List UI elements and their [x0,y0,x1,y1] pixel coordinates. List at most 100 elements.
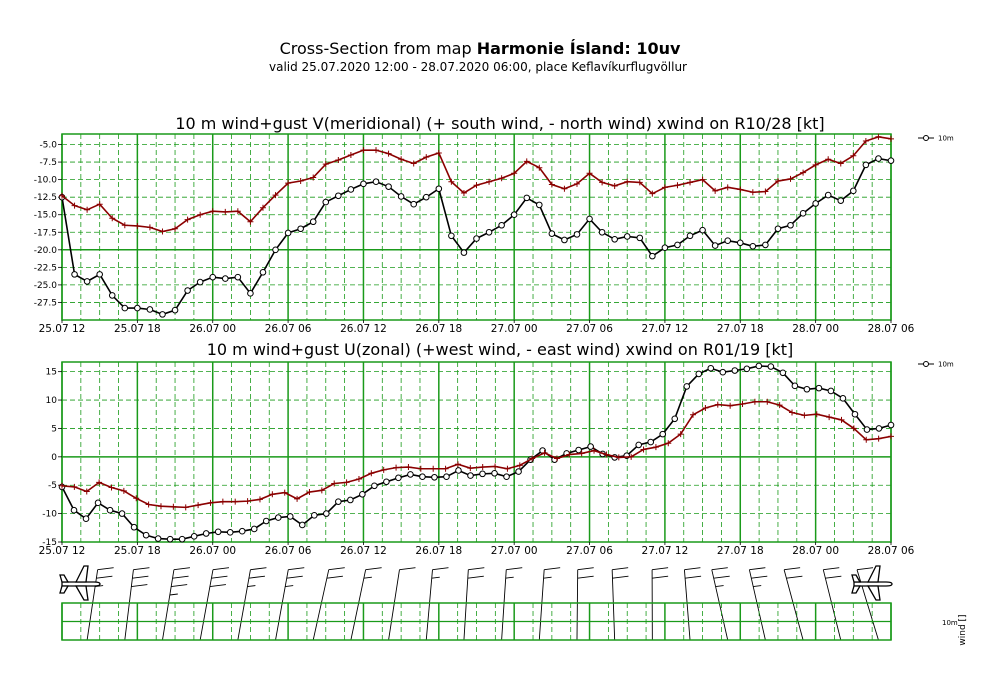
point-10m [473,235,480,242]
wind-barb [162,567,190,641]
legend-marker-10m [923,361,929,367]
x-tick-label: 26.07 00 [189,545,236,557]
point-gust [636,179,643,186]
y-tick-label: -27.5 [34,298,57,308]
point-10m [322,198,330,206]
point-gust [578,450,585,457]
point-10m [70,506,78,514]
point-gust [244,498,251,505]
x-tick-label: 27.07 00 [491,545,538,557]
point-gust [702,404,709,411]
point-gust [195,502,202,509]
y-tick-label: -12.5 [34,193,57,203]
wind-barb [538,567,561,641]
point-10m [743,365,751,373]
point-gust [423,154,430,161]
point-10m [575,446,582,454]
point-10m [214,528,222,536]
point-gust [498,175,505,182]
figure-subtitle: valid 25.07.2020 12:00 - 28.07.2020 06:0… [269,60,687,74]
point-10m [695,370,703,378]
point-10m [108,292,116,299]
point-10m [767,363,775,370]
point-10m [323,510,330,517]
point-gust [862,138,869,145]
point-gust [529,455,536,462]
point-10m [749,243,757,250]
panel-v-legend: 10m [918,135,954,143]
point-10m [142,531,150,539]
point-gust [516,462,523,469]
point-gust [84,206,91,213]
x-tick-label: 25.07 12 [39,545,86,557]
point-10m [422,193,430,201]
wind-barb [425,567,449,641]
point-10m [887,157,895,164]
point-10m [309,218,317,226]
point-10m [347,496,354,504]
legend-label-10m: 10m [938,361,954,369]
point-10m [407,471,414,478]
x-tick-label: 28.07 00 [792,323,839,335]
point-gust [561,185,568,192]
point-10m [661,244,669,252]
point-10m [548,230,556,237]
panel-v-title: 10 m wind+gust V(meridional) (+ south wi… [175,114,824,133]
point-10m [711,242,719,249]
point-gust [83,488,90,495]
point-10m [803,385,811,393]
point-gust [611,182,618,189]
point-10m [106,506,114,514]
point-gust [417,465,424,472]
point-gust [875,133,882,140]
wind-barb [576,567,594,641]
wind-barb [501,567,523,641]
point-gust [492,463,499,470]
point-10m [121,304,129,312]
point-10m [71,271,78,278]
point-gust [888,135,894,142]
y-tick-label: -22.5 [34,263,57,273]
point-10m [485,228,493,236]
point-10m [226,529,234,536]
y-tick-label: -15 [42,538,57,548]
point-gust [96,201,103,208]
x-tick-label: 27.07 00 [491,323,538,335]
point-gust [850,152,857,159]
point-10m [460,249,468,256]
point-10m [755,362,763,370]
point-gust [120,487,127,494]
point-gust [665,440,672,447]
point-gust [318,487,325,494]
point-10m [154,535,162,542]
point-10m [724,237,732,244]
point-gust [751,398,758,405]
x-tick-label: 28.07 06 [868,545,915,557]
point-gust [599,179,606,186]
point-gust [96,479,103,486]
x-tick-label: 28.07 00 [792,545,839,557]
wind-barb [350,567,382,641]
point-gust [108,484,115,491]
point-gust [285,180,292,187]
point-10m [827,387,835,395]
point-10m [286,513,294,520]
point-10m [359,491,366,498]
point-gust [59,482,65,489]
point-10m [82,515,90,523]
point-10m [335,498,342,505]
wind-barb [651,567,669,641]
point-gust [649,190,656,197]
point-gust [134,222,141,229]
x-tick-label: 25.07 18 [114,545,161,557]
point-gust [331,480,338,487]
point-10m [503,473,510,481]
x-tick-label: 27.07 18 [717,545,764,557]
point-gust [712,187,719,194]
point-10m [159,311,166,318]
point-gust [398,156,405,163]
wind-barb [783,567,804,641]
wind-barb [822,567,842,641]
